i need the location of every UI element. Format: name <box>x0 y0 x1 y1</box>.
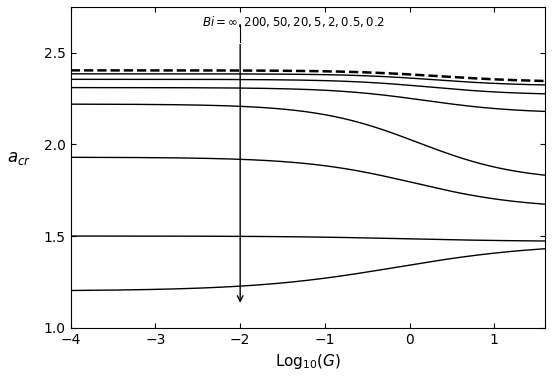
Text: $Bi=\infty,200,50,20,5,2,0.5,0.2$: $Bi=\infty,200,50,20,5,2,0.5,0.2$ <box>202 14 385 29</box>
X-axis label: $\mathrm{Log}_{10}(G)$: $\mathrm{Log}_{10}(G)$ <box>275 352 341 371</box>
Y-axis label: $a_{cr}$: $a_{cr}$ <box>7 149 31 167</box>
